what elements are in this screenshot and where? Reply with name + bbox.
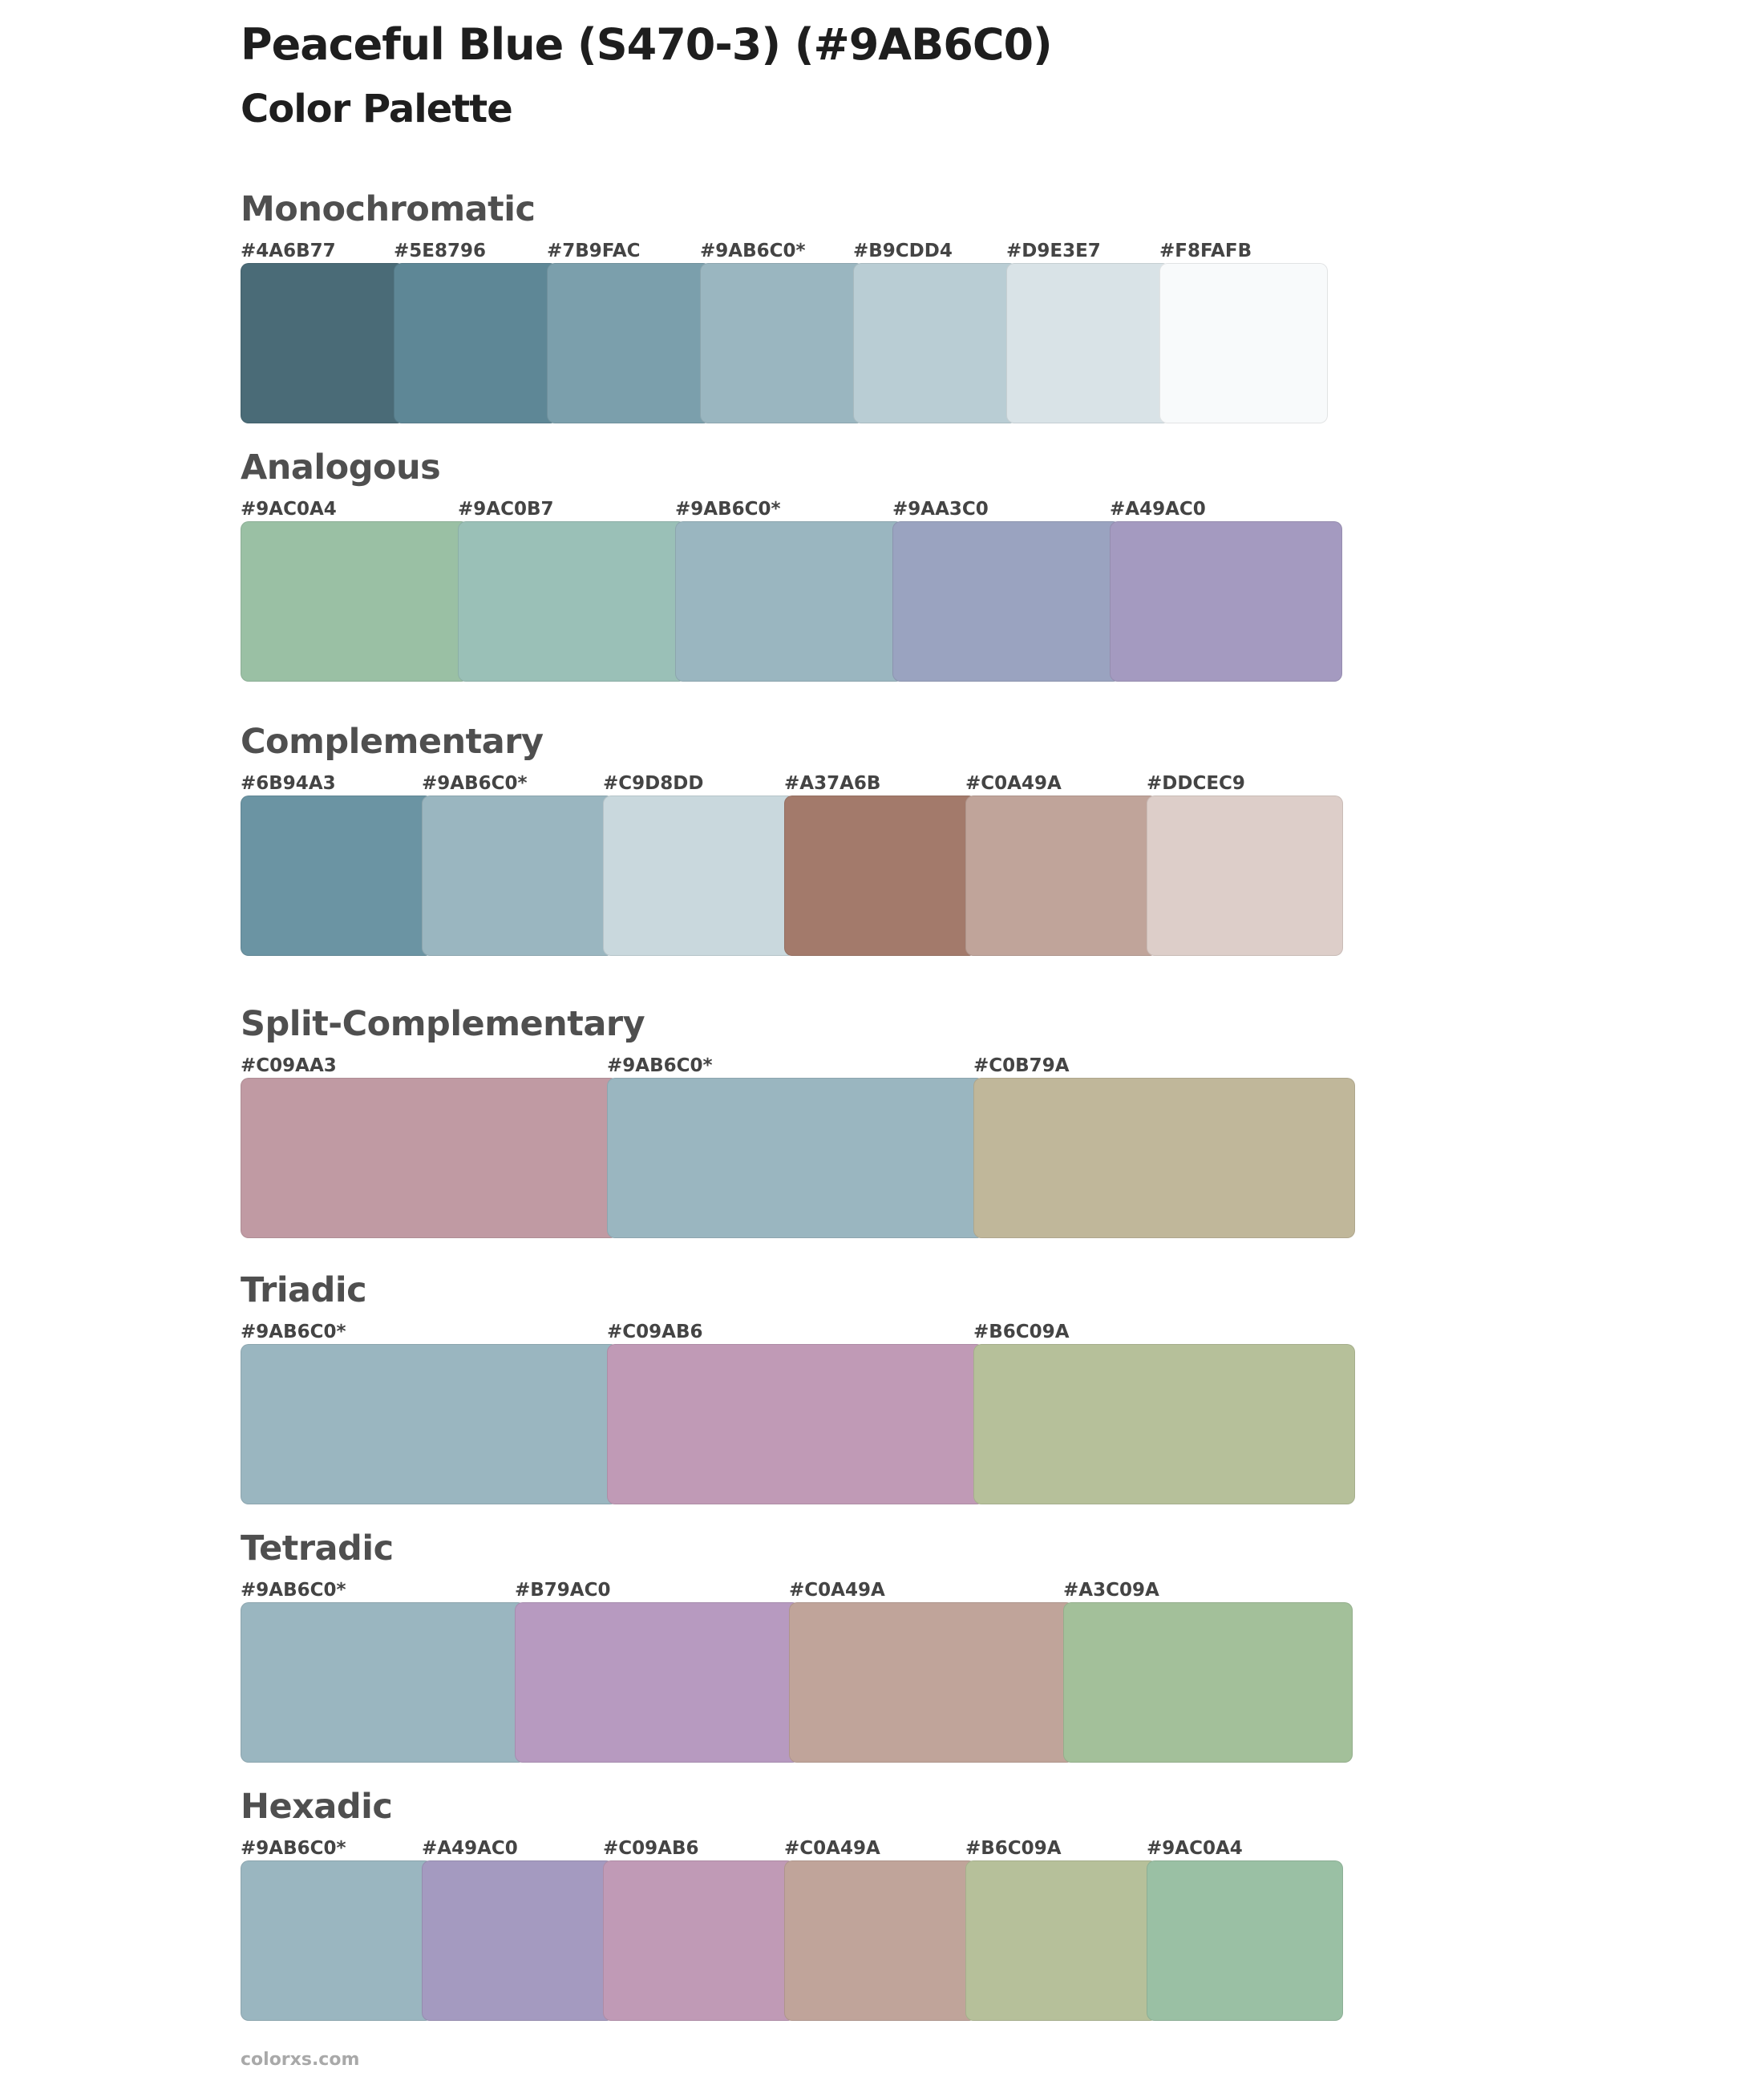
color-swatch[interactable] [607,1344,985,1504]
color-swatch[interactable] [241,1602,526,1763]
section-title: Hexadic [241,1787,393,1827]
color-swatch[interactable] [515,1602,800,1763]
color-swatch[interactable] [700,263,864,423]
section-title: Split-Complementary [241,1004,645,1044]
hex-label[interactable]: #9AA3C0 [892,499,989,520]
hex-label[interactable]: #C09AB6 [607,1322,703,1342]
color-swatch[interactable] [547,263,711,423]
color-swatch[interactable] [241,1078,618,1238]
color-swatch[interactable] [1147,796,1343,956]
color-swatch[interactable] [973,1078,1355,1238]
hex-label[interactable]: #C09AB6 [603,1838,699,1859]
hex-label[interactable]: #B6C09A [965,1838,1062,1859]
page-subtitle: Color Palette [241,87,513,132]
hex-label[interactable]: #B79AC0 [515,1580,611,1601]
color-swatch[interactable] [892,521,1121,682]
hex-label[interactable]: #9AB6C0* [700,241,806,261]
section-title: Monochromatic [241,189,536,229]
section-title: Analogous [241,447,441,488]
color-swatch[interactable] [607,1078,985,1238]
hex-label[interactable]: #C9D8DD [603,773,704,794]
color-swatch[interactable] [1063,1602,1353,1763]
hex-label[interactable]: #C0B79A [973,1055,1070,1076]
hex-label[interactable]: #B9CDD4 [853,241,953,261]
color-swatch[interactable] [241,1344,618,1504]
color-swatch[interactable] [241,521,469,682]
color-swatch[interactable] [784,796,977,956]
color-swatch[interactable] [1110,521,1342,682]
hex-label[interactable]: #DDCEC9 [1147,773,1245,794]
color-swatch[interactable] [784,1860,977,2021]
hex-label-row: #9AC0A4 #9AC0B7 #9AB6C0* #9AA3C0 #A49AC0 [241,499,1327,520]
page-title: Peaceful Blue (S470-3) (#9AB6C0) [241,19,1053,70]
color-swatch[interactable] [458,521,686,682]
section-title: Complementary [241,722,544,762]
color-swatch[interactable] [241,796,433,956]
color-swatch[interactable] [965,796,1158,956]
hex-label[interactable]: #A49AC0 [1110,499,1206,520]
hex-label[interactable]: #9AB6C0* [607,1055,713,1076]
hex-label[interactable]: #9AB6C0* [241,1580,346,1601]
hex-label-row: #C09AA3 #9AB6C0* #C0B79A [241,1055,1340,1076]
hex-label[interactable]: #F8FAFB [1159,241,1252,261]
color-swatch[interactable] [422,796,614,956]
hex-label[interactable]: #9AB6C0* [241,1322,346,1342]
color-swatch[interactable] [603,796,795,956]
color-swatch[interactable] [1147,1860,1343,2021]
hex-label-row: #9AB6C0* #A49AC0 #C09AB6 #C0A49A #B6C09A #9AC… [241,1838,1328,1859]
color-swatch[interactable] [603,1860,795,2021]
footer-site-label[interactable]: colorxs.com [241,2050,360,2070]
hex-label[interactable]: #9AB6C0* [422,773,528,794]
color-swatch[interactable] [394,263,558,423]
hex-label[interactable]: #6B94A3 [241,773,336,794]
section-title: Triadic [241,1270,367,1310]
section-title: Tetradic [241,1528,394,1569]
hex-label-row: #4A6B77 #5E8796 #7B9FAC #9AB6C0* #B9CDD4 #D9E… [241,241,1313,261]
color-swatch[interactable] [965,1860,1158,2021]
hex-label[interactable]: #B6C09A [973,1322,1070,1342]
hex-label[interactable]: #C09AA3 [241,1055,337,1076]
hex-label[interactable]: #4A6B77 [241,241,336,261]
color-swatch[interactable] [675,521,904,682]
hex-label[interactable]: #5E8796 [394,241,486,261]
hex-label[interactable]: #7B9FAC [547,241,641,261]
hex-label[interactable]: #9AB6C0* [675,499,781,520]
color-swatch[interactable] [973,1344,1355,1504]
color-swatch[interactable] [1006,263,1171,423]
hex-label[interactable]: #C0A49A [789,1580,885,1601]
hex-label[interactable]: #9AC0A4 [1147,1838,1243,1859]
hex-label[interactable]: #A37A6B [784,773,881,794]
hex-label[interactable]: #A49AC0 [422,1838,518,1859]
hex-label-row: #6B94A3 #9AB6C0* #C9D8DD #A37A6B #C0A49A #DDC… [241,773,1328,794]
color-swatch[interactable] [853,263,1018,423]
hex-label[interactable]: #9AC0B7 [458,499,554,520]
hex-label-row: #9AB6C0* #B79AC0 #C0A49A #A3C09A [241,1580,1337,1601]
hex-label[interactable]: #9AB6C0* [241,1838,346,1859]
color-swatch[interactable] [241,263,405,423]
hex-label[interactable]: #9AC0A4 [241,499,337,520]
hex-label[interactable]: #A3C09A [1063,1580,1159,1601]
color-swatch[interactable] [241,1860,433,2021]
color-swatch[interactable] [422,1860,614,2021]
hex-label[interactable]: #C0A49A [784,1838,880,1859]
hex-label[interactable]: #D9E3E7 [1006,241,1101,261]
hex-label-row: #9AB6C0* #C09AB6 #B6C09A [241,1322,1340,1342]
hex-label[interactable]: #C0A49A [965,773,1062,794]
color-swatch[interactable] [789,1602,1074,1763]
color-swatch[interactable] [1159,263,1328,423]
